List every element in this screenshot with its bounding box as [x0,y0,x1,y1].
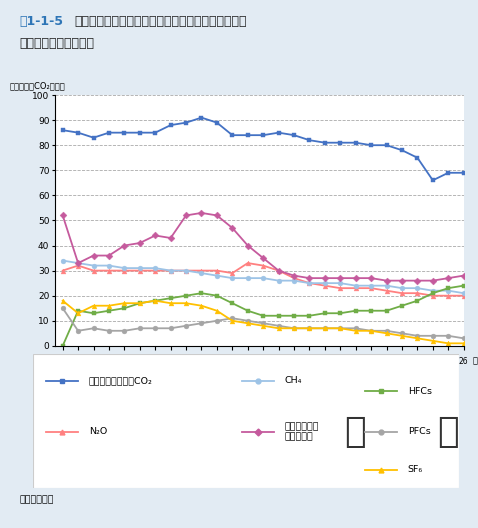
Text: 26: 26 [459,357,468,366]
Text: 8: 8 [184,357,188,366]
Text: N₂O: N₂O [89,427,107,436]
Text: 19: 19 [351,357,360,366]
Text: 3: 3 [107,357,111,366]
Text: 23: 23 [413,357,422,366]
Text: 7: 7 [168,357,173,366]
Text: 14: 14 [274,357,283,366]
Text: 25: 25 [444,357,453,366]
Text: 5: 5 [137,357,142,366]
Text: ）: ） [437,415,459,449]
Text: （年度）: （年度） [473,356,478,365]
Text: 11: 11 [228,357,237,366]
Text: 4: 4 [122,357,127,366]
Text: 13: 13 [258,357,268,366]
Text: 基
準
年: 基 準 年 [61,362,65,383]
Text: 代替フロン等
３ガス合計: 代替フロン等 ３ガス合計 [284,422,319,441]
Text: HFCs: HFCs [408,387,432,396]
Text: 21: 21 [382,357,391,366]
Text: PFCs: PFCs [408,427,431,436]
Text: 京都
議定
書の: 京都 議定 書の [74,362,82,383]
Text: 外）の排出量: 外）の排出量 [19,37,94,50]
Text: 18: 18 [336,357,345,366]
Text: 6: 6 [153,357,158,366]
Text: SF₆: SF₆ [408,465,423,474]
Text: 15: 15 [289,357,299,366]
Text: 17: 17 [320,357,330,366]
Text: 資料：環境省: 資料：環境省 [19,495,54,504]
Text: 20: 20 [366,357,376,366]
Text: 12: 12 [243,357,252,366]
Text: 図1-1-5: 図1-1-5 [19,15,63,28]
Text: CH₄: CH₄ [284,376,302,385]
Text: 10: 10 [212,357,222,366]
Text: 平成
2: 平成 2 [89,362,98,375]
Text: 16: 16 [304,357,314,366]
Text: 22: 22 [397,357,407,366]
Text: 非エネルギー起源CO₂: 非エネルギー起源CO₂ [89,376,152,385]
Text: （百万トンCO₂換算）: （百万トンCO₂換算） [10,82,65,91]
Text: （: （ [344,415,366,449]
Text: 24: 24 [428,357,438,366]
Text: 各種温室効果ガス（エネルギー起源二酸化炭素以: 各種温室効果ガス（エネルギー起源二酸化炭素以 [74,15,247,28]
Text: 9: 9 [199,357,204,366]
